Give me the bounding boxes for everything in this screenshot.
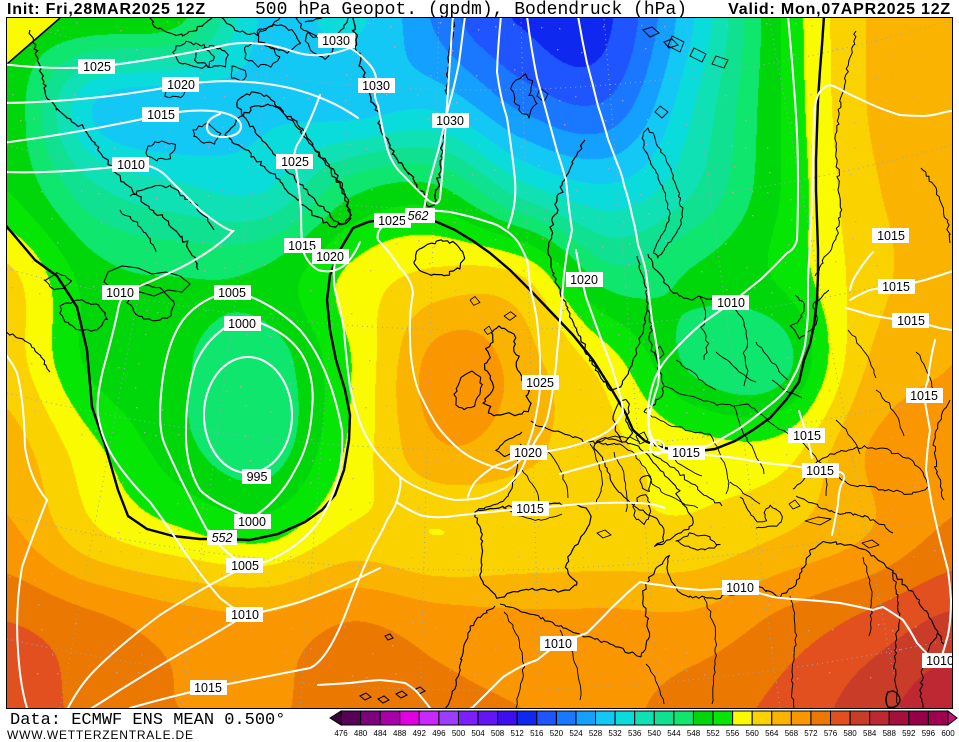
svg-text:1020: 1020 — [570, 273, 598, 287]
svg-text:1010: 1010 — [117, 158, 145, 172]
svg-text:508: 508 — [491, 729, 505, 738]
svg-text:1010: 1010 — [544, 637, 572, 651]
svg-text:1015: 1015 — [672, 446, 700, 460]
svg-text:1000: 1000 — [228, 317, 256, 331]
svg-text:562: 562 — [408, 209, 429, 223]
svg-text:572: 572 — [804, 729, 818, 738]
svg-text:476: 476 — [334, 729, 348, 738]
svg-text:528: 528 — [589, 729, 603, 738]
svg-text:1025: 1025 — [378, 214, 406, 228]
svg-text:1025: 1025 — [281, 155, 309, 169]
svg-text:1020: 1020 — [514, 446, 542, 460]
svg-text:1015: 1015 — [516, 502, 544, 516]
svg-text:1015: 1015 — [194, 681, 222, 695]
svg-text:552: 552 — [212, 531, 233, 545]
svg-text:488: 488 — [393, 729, 407, 738]
svg-text:1025: 1025 — [83, 60, 111, 74]
svg-text:1015: 1015 — [882, 280, 910, 294]
svg-text:592: 592 — [902, 729, 916, 738]
svg-text:1015: 1015 — [910, 389, 938, 403]
svg-text:496: 496 — [432, 729, 446, 738]
svg-text:516: 516 — [530, 729, 544, 738]
svg-text:596: 596 — [922, 729, 936, 738]
svg-text:1010: 1010 — [231, 608, 259, 622]
svg-text:1010: 1010 — [926, 654, 952, 668]
svg-text:548: 548 — [687, 729, 701, 738]
svg-text:1030: 1030 — [436, 114, 464, 128]
svg-text:576: 576 — [824, 729, 838, 738]
svg-text:995: 995 — [247, 470, 268, 484]
svg-text:588: 588 — [883, 729, 897, 738]
svg-text:1015: 1015 — [806, 464, 834, 478]
svg-text:512: 512 — [511, 729, 525, 738]
svg-text:1015: 1015 — [147, 108, 175, 122]
svg-text:552: 552 — [706, 729, 720, 738]
svg-text:540: 540 — [648, 729, 662, 738]
svg-text:1015: 1015 — [793, 429, 821, 443]
svg-text:504: 504 — [471, 729, 485, 738]
svg-text:560: 560 — [746, 729, 760, 738]
svg-text:564: 564 — [765, 729, 779, 738]
svg-text:520: 520 — [550, 729, 564, 738]
svg-text:556: 556 — [726, 729, 740, 738]
svg-text:484: 484 — [374, 729, 388, 738]
svg-text:1010: 1010 — [726, 581, 754, 595]
svg-text:1015: 1015 — [877, 229, 905, 243]
svg-text:1025: 1025 — [526, 376, 554, 390]
svg-text:1030: 1030 — [322, 34, 350, 48]
svg-text:1010: 1010 — [106, 286, 134, 300]
svg-text:532: 532 — [608, 729, 622, 738]
svg-text:492: 492 — [413, 729, 427, 738]
svg-text:1020: 1020 — [316, 250, 344, 264]
svg-text:1020: 1020 — [167, 78, 195, 92]
svg-text:1000: 1000 — [238, 515, 266, 529]
svg-text:480: 480 — [354, 729, 368, 738]
svg-text:580: 580 — [843, 729, 857, 738]
svg-text:524: 524 — [569, 729, 583, 738]
svg-text:500: 500 — [452, 729, 466, 738]
svg-text:1030: 1030 — [362, 79, 390, 93]
svg-text:584: 584 — [863, 729, 877, 738]
svg-text:1010: 1010 — [717, 296, 745, 310]
svg-text:1005: 1005 — [231, 559, 259, 573]
svg-text:600: 600 — [941, 729, 955, 738]
svg-text:1015: 1015 — [897, 314, 925, 328]
svg-text:1015: 1015 — [288, 239, 316, 253]
svg-text:544: 544 — [667, 729, 681, 738]
svg-text:1005: 1005 — [218, 286, 246, 300]
svg-text:536: 536 — [628, 729, 642, 738]
svg-text:568: 568 — [785, 729, 799, 738]
